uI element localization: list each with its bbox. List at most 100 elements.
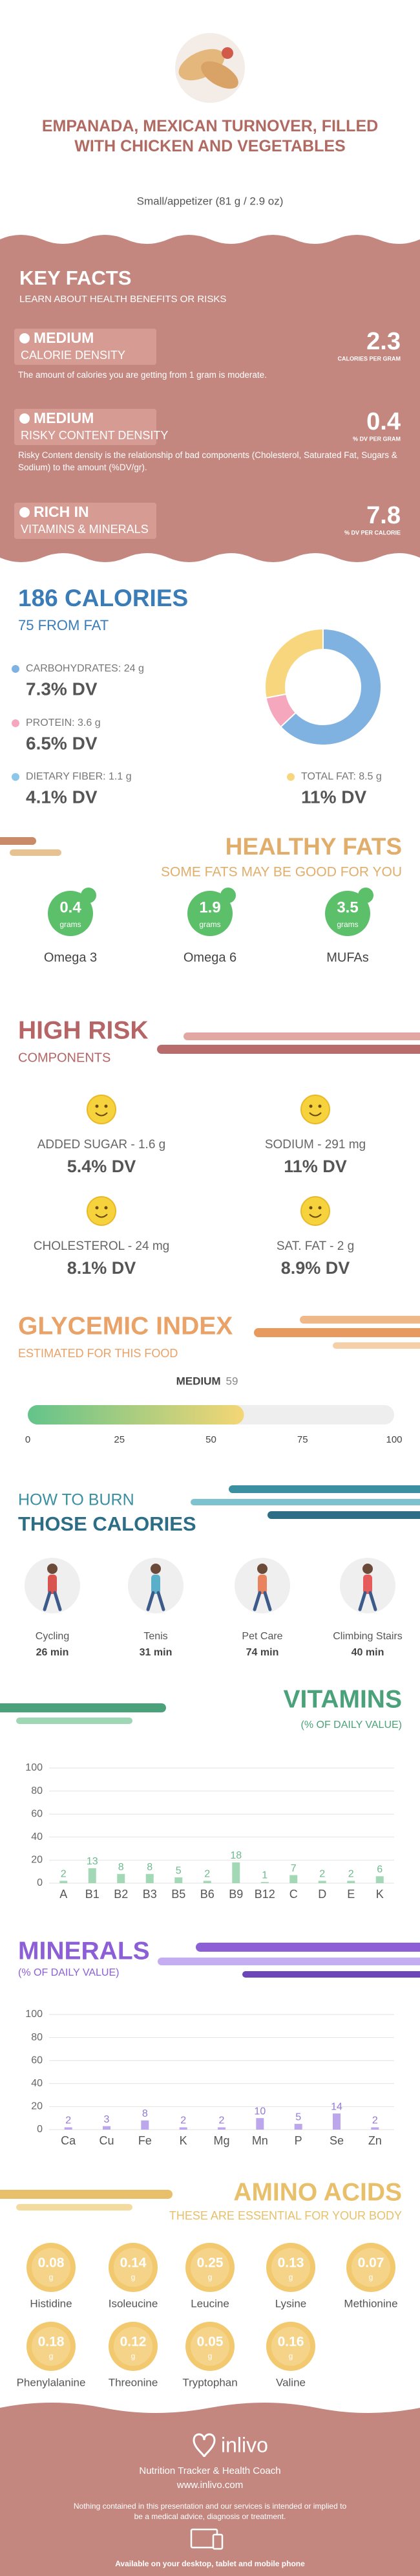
food-photo [222, 47, 233, 59]
amino-value: 0.07 [358, 2256, 384, 2271]
bar [318, 1881, 326, 1883]
value-label: 8 [142, 2108, 148, 2119]
amino-name: Lysine [275, 2297, 307, 2309]
smiley-mouth [309, 1112, 322, 1117]
activity-figure [258, 1575, 267, 1594]
gi-value: 59 [226, 1375, 238, 1387]
value-label: 3 [104, 2114, 110, 2125]
x-tick-label: 75 [297, 1434, 308, 1445]
smiley-mouth [95, 1112, 108, 1117]
section-subtitle: THESE ARE ESSENTIAL FOR YOUR BODY [169, 2209, 402, 2222]
bar [289, 1875, 298, 1883]
bar [260, 1882, 269, 1883]
legend-dot [287, 773, 295, 781]
risk-label: SODIUM - 291 mg [265, 1138, 366, 1152]
value-label: 10 [254, 2106, 266, 2117]
activity-name: Climbing Stairs [333, 1631, 403, 1642]
nutrient-dv: 6.5% DV [26, 733, 98, 753]
section-title: VITAMINS [284, 1685, 402, 1713]
bar [179, 2127, 187, 2130]
fat-unit: grams [59, 920, 81, 929]
smiley [87, 1196, 116, 1226]
fact-unit: % DV PER CALORIE [344, 529, 401, 536]
section-background [0, 235, 420, 562]
value-label: 13 [87, 1856, 98, 1867]
y-tick-label: 20 [31, 1855, 43, 1866]
footer-background [0, 2403, 420, 2576]
activity-figure [151, 1564, 161, 1574]
activity-time: 26 min [36, 1647, 69, 1658]
value-label: 18 [230, 1850, 242, 1861]
y-tick-label: 60 [31, 2055, 43, 2066]
url: www.inlivo.com [176, 2480, 244, 2491]
x-tick-label: Mn [252, 2134, 268, 2147]
amino-value: 0.12 [120, 2335, 147, 2350]
section-title: 186 CALORIES [18, 585, 188, 611]
legend-dot [12, 773, 19, 781]
fact-level: MEDIUM [34, 409, 94, 426]
y-tick-label: 60 [31, 1808, 43, 1819]
bar [256, 2118, 264, 2130]
fact-name: VITAMINS & MINERALS [21, 523, 149, 536]
fat-value: 1.9 [199, 899, 220, 916]
y-tick-label: 0 [37, 2124, 43, 2135]
x-tick-label: 25 [114, 1434, 125, 1445]
fat-name: MUFAs [326, 950, 369, 965]
section-subtitle: (% OF DAILY VALUE) [301, 1719, 402, 1730]
fat-name: Omega 3 [44, 950, 97, 965]
y-tick-label: 80 [31, 2032, 43, 2043]
activity-figure [48, 1575, 57, 1594]
amino-unit: g [49, 2352, 54, 2361]
risk-label: CHOLESTEROL - 24 mg [34, 1239, 169, 1253]
x-tick-label: Mg [213, 2134, 229, 2147]
amino-value: 0.16 [278, 2335, 304, 2350]
smiley-eye [309, 1206, 313, 1210]
amino-badge-inner [191, 2248, 229, 2287]
activity-figure [363, 1575, 372, 1594]
value-label: 6 [377, 1864, 383, 1875]
smiley-mouth [95, 1214, 108, 1218]
risk-dv: 8.1% DV [67, 1258, 136, 1278]
section-title: AMINO ACIDS [233, 2178, 402, 2206]
value-label: 2 [180, 2115, 186, 2126]
bar [375, 1876, 384, 1883]
nutrient-label: PROTEIN: 3.6 g [26, 717, 101, 728]
bar [145, 1873, 154, 1883]
section-subtitle: SOME FATS MAY BE GOOD FOR YOU [161, 865, 402, 880]
activity-name: Cycling [36, 1631, 69, 1642]
smiley [300, 1095, 330, 1124]
value-label: 2 [372, 2115, 378, 2126]
fact-value: 7.8 [366, 502, 401, 529]
smiley [300, 1196, 330, 1226]
value-label: 2 [204, 1869, 210, 1880]
amino-badge-inner [32, 2248, 70, 2287]
value-label: 14 [331, 2101, 342, 2112]
amino-value: 0.13 [278, 2256, 304, 2271]
logo-heart [193, 2433, 216, 2458]
amino-badge-inner [114, 2327, 152, 2366]
fact-level: RICH IN [34, 503, 89, 520]
value-label: 7 [291, 1863, 297, 1874]
section-subtitle: 75 FROM FAT [18, 617, 109, 633]
y-tick-label: 0 [37, 1877, 43, 1888]
fat-value: 3.5 [337, 899, 358, 916]
value-label: 8 [147, 1862, 152, 1873]
x-tick-label: B6 [200, 1888, 215, 1901]
bar [203, 1881, 211, 1883]
nutrient-dv: 4.1% DV [26, 787, 98, 807]
section-title: HEALTHY FATS [226, 833, 402, 860]
amino-unit: g [208, 2352, 213, 2361]
gauge-fill [28, 1405, 244, 1424]
fat-value: 0.4 [59, 899, 81, 916]
x-tick-label: B1 [85, 1888, 100, 1901]
activity-figure [156, 1591, 165, 1611]
amino-badge-inner [271, 2248, 310, 2287]
smiley-eye [95, 1206, 99, 1210]
fact-label-box [14, 409, 156, 445]
donut-segment [264, 628, 324, 699]
section-subtitle: COMPONENTS [18, 1051, 110, 1065]
section-title: MINERALS [18, 1937, 150, 1965]
value-label: 2 [348, 1869, 354, 1880]
y-tick-label: 20 [31, 2101, 43, 2112]
value-label: 2 [219, 2115, 225, 2126]
